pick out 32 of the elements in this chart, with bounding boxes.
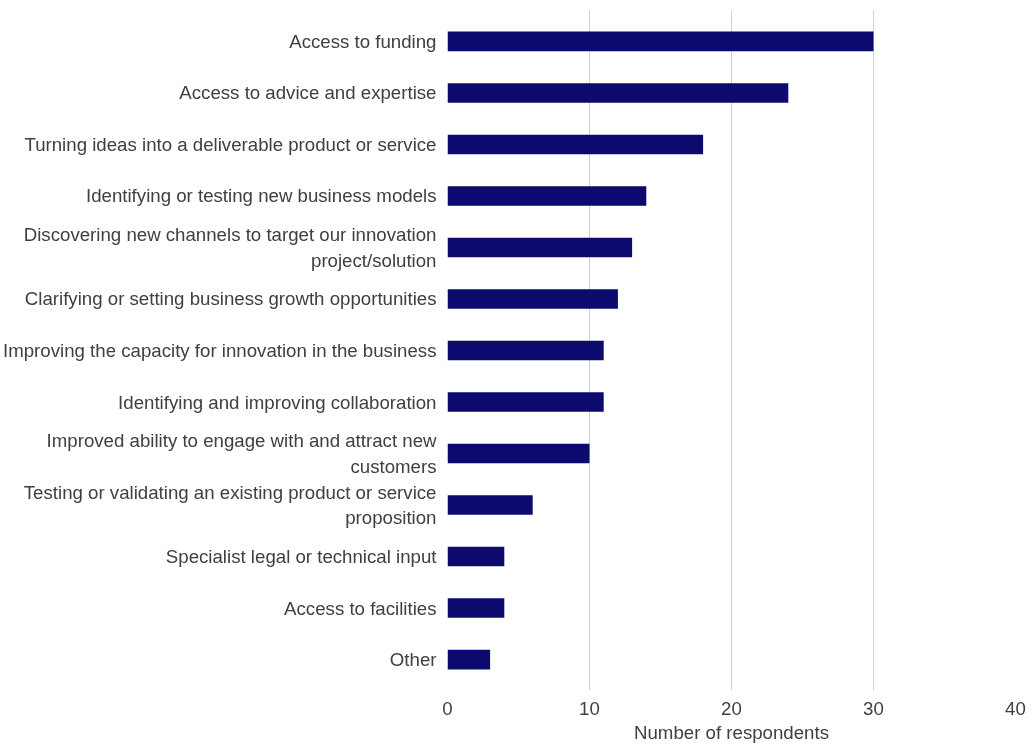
x-tick-label: 20 <box>721 697 742 719</box>
bar <box>447 31 874 52</box>
y-tick-label: Other <box>389 649 437 671</box>
x-tick-label: 30 <box>863 697 884 719</box>
bar <box>447 340 604 361</box>
bar <box>447 237 633 258</box>
y-tick-label: Identifying or testing new business models <box>85 185 437 207</box>
bar <box>447 598 505 618</box>
y-tick-label: Discovering new channels to target our innovation project/solution <box>23 224 437 271</box>
x-axis-title: Number of respondents <box>634 721 829 743</box>
bar <box>447 546 505 567</box>
x-tick-label: 10 <box>579 697 600 719</box>
y-tick-label: Testing or validating an existing product or service proposition <box>23 481 437 529</box>
y-tick-label: Access to facilities <box>284 597 437 619</box>
bar <box>447 134 704 155</box>
bar <box>447 443 590 464</box>
y-tick-label: Turning ideas into a deliverable product or service <box>24 133 437 155</box>
y-tick-label: Specialist legal or technical input <box>165 546 438 568</box>
y-tick-label: Improving the capacity for innovation in the business <box>3 340 437 361</box>
y-tick-label: Improved ability to engage with and attract new customers <box>46 430 438 477</box>
y-tick-label: Clarifying or setting business growth opportunities <box>24 288 437 310</box>
x-tick-label: 0 <box>442 697 453 719</box>
bar <box>447 495 533 515</box>
y-tick-label: Access to funding <box>289 30 437 52</box>
y-tick-label: Identifying and improving collaboration <box>118 391 437 413</box>
bar <box>447 186 647 206</box>
bar <box>447 392 604 412</box>
x-tick-label: 40 <box>1005 697 1026 719</box>
bar <box>447 289 618 309</box>
bar <box>447 649 491 670</box>
y-tick-label: Access to advice and expertise <box>179 82 437 104</box>
bar <box>447 83 789 103</box>
